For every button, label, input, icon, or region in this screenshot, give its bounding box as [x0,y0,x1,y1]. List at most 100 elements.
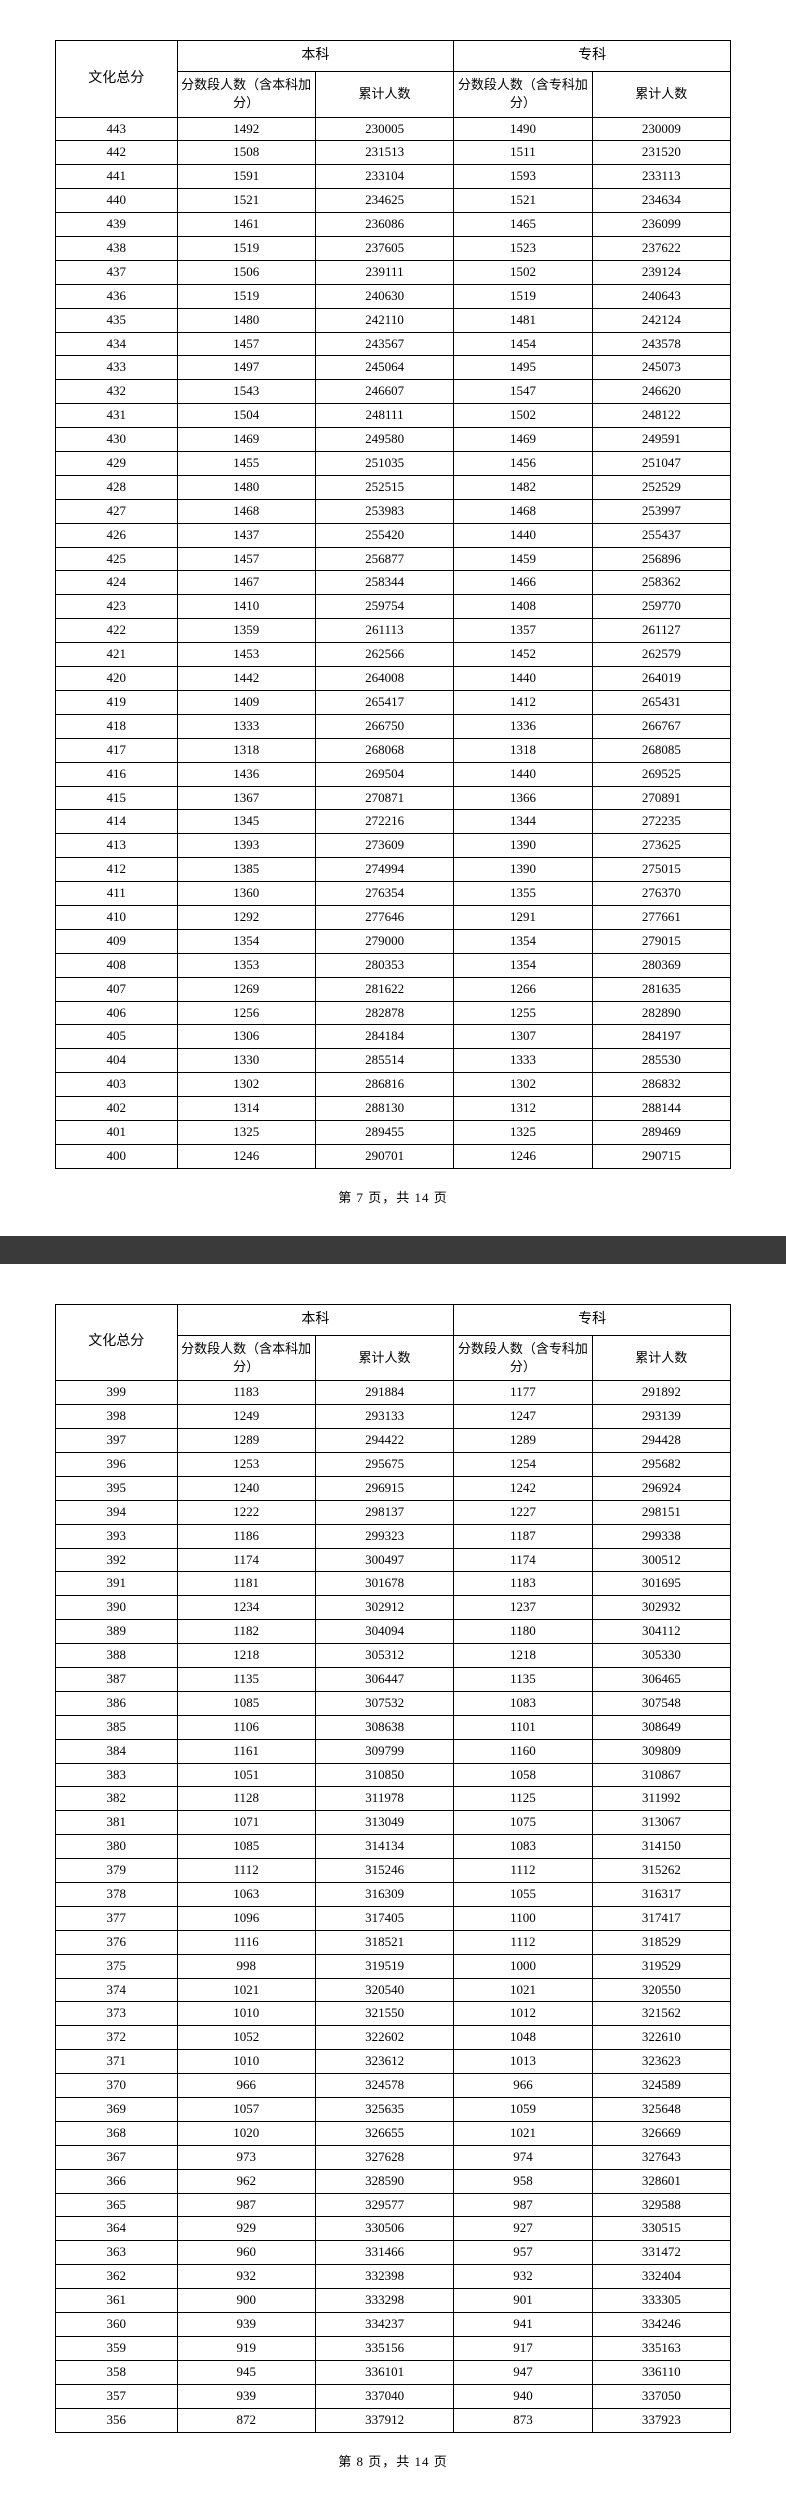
table-cell: 1059 [454,2098,592,2122]
table-cell: 286832 [592,1073,730,1097]
table-cell: 1057 [177,2098,315,2122]
table-row: 37110103236121013323623 [56,2050,731,2074]
table-cell: 307548 [592,1691,730,1715]
table-cell: 397 [56,1429,178,1453]
table-cell: 276370 [592,882,730,906]
table-cell: 966 [454,2074,592,2098]
table-cell: 324589 [592,2074,730,2098]
table-cell: 309799 [315,1739,453,1763]
table-cell: 255420 [315,523,453,547]
table-cell: 286816 [315,1073,453,1097]
table-cell: 317417 [592,1906,730,1930]
table-row: 39311862993231187299338 [56,1524,731,1548]
table-cell: 1083 [454,1691,592,1715]
table-cell: 279000 [315,929,453,953]
table-cell: 1289 [177,1429,315,1453]
table-row: 40012462907011246290715 [56,1144,731,1168]
table-cell: 321562 [592,2002,730,2026]
table-cell: 296915 [315,1476,453,1500]
table-cell: 1466 [454,571,592,595]
table-cell: 373 [56,2002,178,2026]
table-cell: 280353 [315,953,453,977]
table-cell: 282878 [315,1001,453,1025]
table-cell: 1128 [177,1787,315,1811]
table-cell: 1521 [454,189,592,213]
table-cell: 1393 [177,834,315,858]
table-cell: 1125 [454,1787,592,1811]
table-cell: 436 [56,284,178,308]
table-cell: 265417 [315,690,453,714]
table-cell: 311978 [315,1787,453,1811]
table-cell: 357 [56,2384,178,2408]
table-cell: 1440 [454,667,592,691]
table-cell: 236099 [592,213,730,237]
table-cell: 1385 [177,858,315,882]
table-cell: 327643 [592,2145,730,2169]
table-cell: 336110 [592,2360,730,2384]
table-cell: 245064 [315,356,453,380]
table-cell: 932 [177,2265,315,2289]
table-cell: 306465 [592,1668,730,1692]
table-cell: 437 [56,260,178,284]
table-cell: 256877 [315,547,453,571]
table-cell: 371 [56,2050,178,2074]
table-cell: 1543 [177,380,315,404]
table-cell: 1410 [177,595,315,619]
table-cell: 329588 [592,2193,730,2217]
table-cell: 268085 [592,738,730,762]
table-row: 41213852749941390275015 [56,858,731,882]
table-cell: 368 [56,2121,178,2145]
table-cell: 390 [56,1596,178,1620]
table-row: 361900333298901333305 [56,2289,731,2313]
table-row: 37911123152461112315262 [56,1859,731,1883]
table-cell: 416 [56,762,178,786]
table-cell: 314150 [592,1835,730,1859]
table-cell: 1408 [454,595,592,619]
table-cell: 245073 [592,356,730,380]
table-cell: 290701 [315,1144,453,1168]
table-cell: 369 [56,2098,178,2122]
table-cell: 325635 [315,2098,453,2122]
table-cell: 266750 [315,714,453,738]
table-cell: 398 [56,1405,178,1429]
header-zhuanke-cum: 累计人数 [592,1335,730,1380]
table-cell: 288144 [592,1097,730,1121]
table-cell: 1183 [454,1572,592,1596]
table-row: 40113252894551325289469 [56,1120,731,1144]
table-cell: 366 [56,2169,178,2193]
table-cell: 1354 [454,953,592,977]
table-cell: 440 [56,189,178,213]
table-cell: 268068 [315,738,453,762]
table-cell: 1495 [454,356,592,380]
table-cell: 1454 [454,332,592,356]
table-cell: 1218 [454,1644,592,1668]
table-cell: 293133 [315,1405,453,1429]
table-cell: 1135 [454,1668,592,1692]
table-cell: 269525 [592,762,730,786]
table-cell: 420 [56,667,178,691]
table-row: 43414572435671454243578 [56,332,731,356]
table-cell: 365 [56,2193,178,2217]
table-cell: 407 [56,977,178,1001]
table-cell: 1442 [177,667,315,691]
table-row: 44314922300051490230009 [56,117,731,141]
table-cell: 1289 [454,1429,592,1453]
table-cell: 1366 [454,786,592,810]
table-cell: 1174 [454,1548,592,1572]
table-cell: 1455 [177,452,315,476]
table-cell: 321550 [315,2002,453,2026]
table-row: 43514802421101481242124 [56,308,731,332]
table-cell: 281635 [592,977,730,1001]
table-cell: 261127 [592,619,730,643]
table-row: 359919335156917335163 [56,2336,731,2360]
table-row: 39412222981371227298151 [56,1500,731,1524]
table-cell: 259770 [592,595,730,619]
table-row: 39012343029121237302932 [56,1596,731,1620]
table-cell: 315262 [592,1859,730,1883]
table-cell: 309809 [592,1739,730,1763]
table-row: 42914552510351456251047 [56,452,731,476]
table-cell: 1112 [177,1859,315,1883]
table-cell: 1591 [177,165,315,189]
table-cell: 423 [56,595,178,619]
table-cell: 438 [56,237,178,261]
